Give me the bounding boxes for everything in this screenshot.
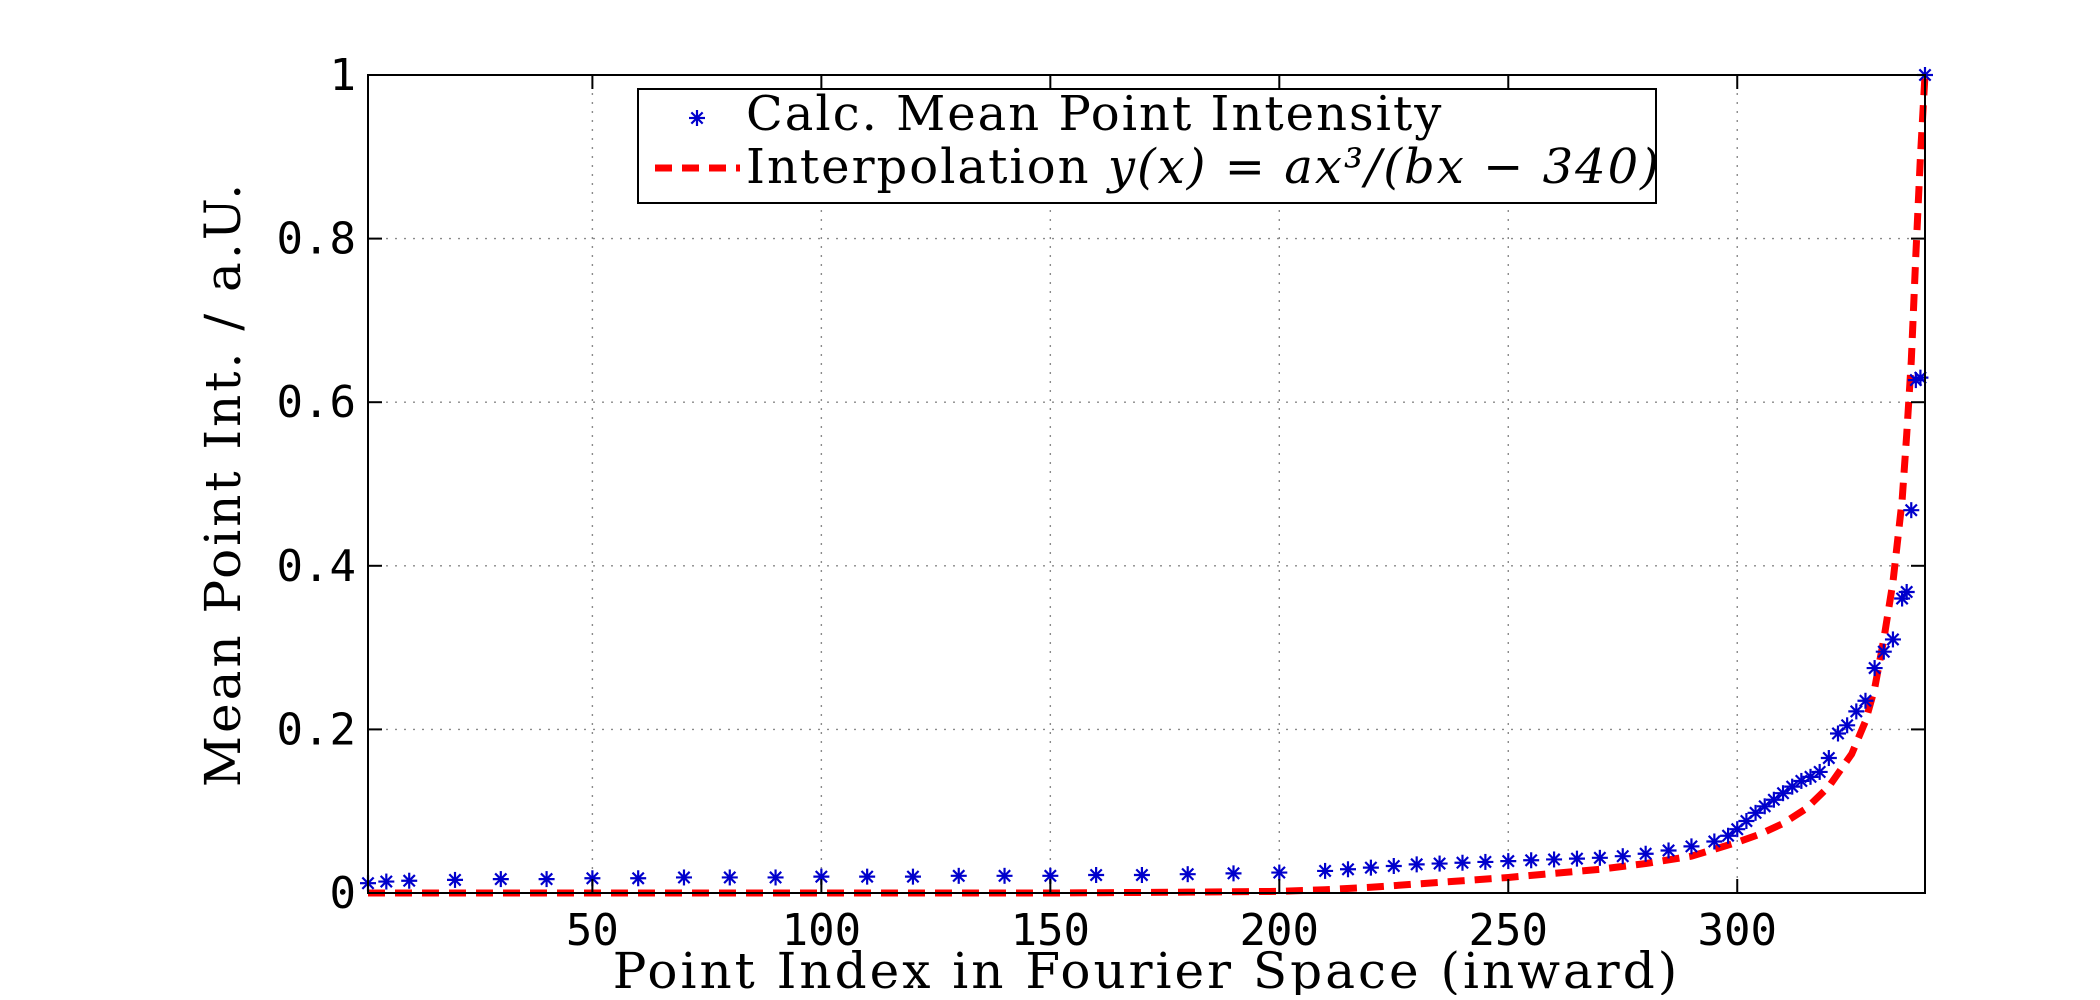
x-tick-label: 50 [566, 905, 619, 956]
data-point [859, 868, 876, 885]
data-point [1454, 854, 1471, 871]
ticks: 50 100 150 200 250 300 0 0.2 0.4 0.6 0.8 1 [277, 50, 1925, 956]
data-point [1866, 660, 1883, 677]
data-point [1477, 853, 1494, 870]
y-tick-label: 0.8 [277, 214, 356, 265]
data-point [492, 871, 509, 888]
legend-label-interpolation-formula: y(x) = ax³/(bx − 340) [1106, 139, 1661, 195]
data-point [767, 869, 784, 886]
data-point [1720, 827, 1737, 844]
data-point [1912, 369, 1929, 386]
legend-asterisk-icon [689, 110, 705, 126]
data-point [1637, 845, 1654, 862]
legend-box [637, 88, 1657, 204]
x-tick-label: 100 [782, 905, 861, 956]
data-point [1706, 833, 1723, 850]
y-axis-label: Mean Point Int. / a.U. [194, 181, 252, 787]
x-tick-label: 150 [1011, 905, 1090, 956]
series-layer [360, 67, 1933, 897]
y-tick-label: 1 [330, 50, 357, 101]
data-point [1820, 750, 1837, 767]
data-point [1875, 643, 1892, 660]
x-axis-label: Point Index in Fourier Space (inward) [613, 942, 1680, 995]
data-point [1225, 865, 1242, 882]
data-point [1765, 791, 1782, 808]
data-point [1614, 848, 1631, 865]
legend-label-mean-intensity: Calc. Mean Point Intensity [746, 86, 1443, 142]
y-tick-label: 0 [330, 868, 357, 919]
data-point [996, 867, 1013, 884]
data-point [1903, 502, 1920, 519]
data-point [1839, 717, 1856, 734]
legend-label-interpolation: Interpolation y(x) = ax³/(bx − 340) [746, 139, 1661, 195]
data-point [675, 869, 692, 886]
data-point [1775, 785, 1792, 802]
data-point [1546, 851, 1563, 868]
data-point [1811, 763, 1828, 780]
legend-marker-asterisk [689, 110, 705, 126]
data-point [721, 869, 738, 886]
data-point [1802, 768, 1819, 785]
data-point [1339, 861, 1356, 878]
x-tick-label: 200 [1240, 905, 1319, 956]
data-point [1857, 692, 1874, 709]
data-point [1271, 864, 1288, 881]
data-point [538, 871, 555, 888]
x-tick-label: 250 [1469, 905, 1548, 956]
data-point [1133, 867, 1150, 884]
data-point [1179, 866, 1196, 883]
data-point [904, 868, 921, 885]
y-tick-label: 0.6 [277, 377, 356, 428]
data-point [1568, 850, 1585, 867]
data-point [1500, 853, 1517, 870]
data-point [1591, 849, 1608, 866]
data-point [1431, 855, 1448, 872]
data-point [1523, 852, 1540, 869]
data-point [1756, 798, 1773, 815]
grid [368, 75, 1925, 893]
data-point [401, 872, 418, 889]
data-point [1660, 842, 1677, 859]
data-point [1784, 778, 1801, 795]
x-tick-label: 300 [1698, 905, 1777, 956]
data-point [1898, 583, 1915, 600]
plot-frame [367, 74, 1926, 894]
y-tick-label: 0.2 [277, 704, 356, 755]
data-point [1317, 862, 1334, 879]
data-point [1088, 867, 1105, 884]
data-point [1385, 858, 1402, 875]
data-point [1884, 631, 1901, 648]
data-point [1408, 856, 1425, 873]
data-point [1848, 703, 1865, 720]
data-point [630, 870, 647, 887]
data-point [1747, 804, 1764, 821]
data-point [813, 868, 830, 885]
legend: Calc. Mean Point Intensity Interpolation… [637, 86, 1661, 204]
data-point [950, 867, 967, 884]
y-tick-label: 0.4 [277, 541, 356, 592]
data-point [378, 873, 395, 890]
legend-label-interpolation-prefix: Interpolation [746, 139, 1108, 195]
data-point [1362, 859, 1379, 876]
data-point [447, 871, 464, 888]
data-point [1683, 838, 1700, 855]
